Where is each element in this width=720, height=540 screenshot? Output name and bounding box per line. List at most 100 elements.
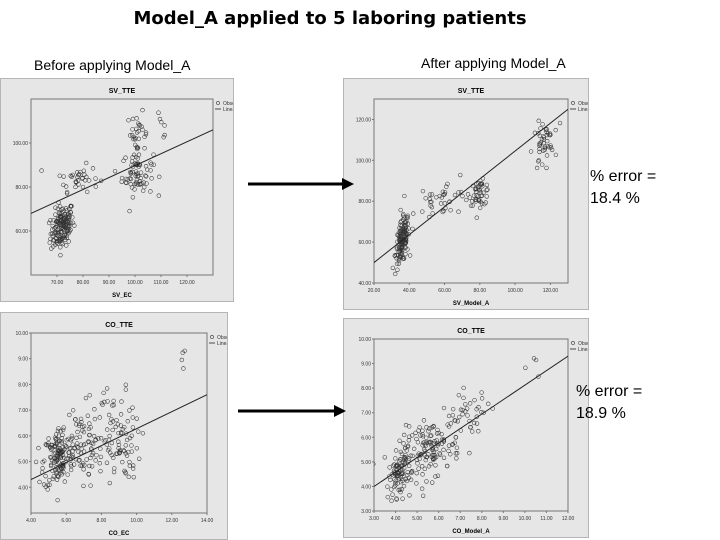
data-point (430, 452, 435, 458)
data-point (136, 173, 141, 179)
observed-points (33, 348, 187, 503)
data-point (75, 445, 81, 450)
data-point (53, 450, 58, 456)
data-point (67, 229, 72, 234)
data-point (79, 419, 84, 425)
data-point (52, 226, 57, 231)
data-point (135, 182, 140, 187)
data-point (69, 433, 75, 439)
data-point (138, 175, 144, 181)
x-tick-label: 20.00 (368, 288, 381, 294)
x-tick-label: 11.00 (540, 516, 552, 522)
data-point (476, 429, 481, 434)
data-point (53, 205, 58, 210)
data-point (98, 446, 103, 451)
data-point (93, 176, 98, 181)
data-point (441, 405, 447, 411)
legend-observed-label: Observed (578, 101, 588, 107)
data-point (87, 393, 92, 398)
chart-title: SV_TTE (458, 88, 485, 95)
y-tick-label: 80.00 (358, 199, 371, 205)
data-point (136, 128, 141, 134)
data-point (442, 201, 447, 206)
data-point (410, 226, 415, 232)
data-point (403, 455, 408, 460)
data-point (433, 463, 438, 468)
data-point (394, 462, 400, 467)
data-point (130, 415, 135, 420)
y-tick-label: 7.00 (361, 411, 371, 417)
data-point (86, 472, 91, 477)
data-point (409, 470, 414, 476)
data-point (116, 442, 122, 448)
data-point (92, 416, 98, 422)
y-tick-label: 4.00 (18, 485, 28, 491)
x-tick-label: 100.00 (127, 280, 143, 286)
data-point (126, 449, 131, 455)
data-point (123, 155, 128, 160)
y-tick-label: 3.00 (361, 509, 371, 515)
data-point (105, 448, 111, 453)
data-point (448, 208, 453, 213)
data-point (119, 179, 124, 184)
x-tick-label: 70.00 (51, 280, 64, 286)
data-point (453, 418, 458, 423)
data-point (66, 216, 71, 221)
data-point (402, 220, 408, 225)
data-point (406, 456, 412, 461)
data-point (435, 473, 441, 478)
data-point (394, 496, 399, 501)
data-point (390, 265, 396, 271)
data-point (141, 180, 146, 185)
data-point (61, 216, 67, 221)
x-tick-label: 8.00 (477, 516, 487, 522)
data-point (140, 431, 146, 436)
data-point (401, 432, 407, 438)
data-point (458, 172, 463, 178)
data-point (48, 218, 53, 223)
data-point (87, 463, 92, 469)
data-point (111, 398, 116, 404)
data-point (427, 426, 432, 431)
data-point (416, 466, 421, 471)
data-point (553, 152, 559, 158)
data-point (60, 209, 65, 214)
x-axis-label: CO_Model_A (452, 529, 490, 535)
data-point (544, 132, 550, 138)
data-point (93, 437, 98, 442)
data-point (58, 429, 63, 434)
data-point (85, 413, 90, 418)
data-point (428, 433, 433, 439)
data-point (124, 437, 130, 443)
data-point (156, 193, 162, 198)
data-point (403, 226, 408, 231)
x-tick-label: 40.00 (403, 288, 416, 294)
data-point (83, 395, 89, 401)
data-point (390, 492, 395, 497)
data-point (134, 144, 139, 150)
data-point (54, 477, 60, 482)
data-point (465, 192, 471, 197)
data-point (133, 169, 139, 174)
data-point (461, 385, 466, 391)
data-point (56, 460, 61, 465)
data-point (407, 493, 412, 498)
data-point (536, 131, 541, 136)
y-tick-label: 7.00 (18, 408, 28, 414)
data-point (53, 437, 59, 442)
data-point (151, 152, 156, 157)
data-point (423, 196, 428, 201)
data-point (432, 439, 437, 444)
data-point (394, 473, 400, 479)
chart-legend: ObservedLinear (215, 101, 233, 113)
legend-linear-label: Linear (223, 107, 233, 113)
x-tick-label: 90.00 (103, 280, 116, 286)
data-point (130, 195, 136, 200)
data-point (442, 190, 448, 195)
data-point (125, 419, 130, 424)
data-point (68, 209, 73, 215)
data-point (57, 173, 62, 178)
data-point (441, 192, 446, 197)
data-point (410, 453, 415, 459)
data-point (420, 209, 425, 214)
